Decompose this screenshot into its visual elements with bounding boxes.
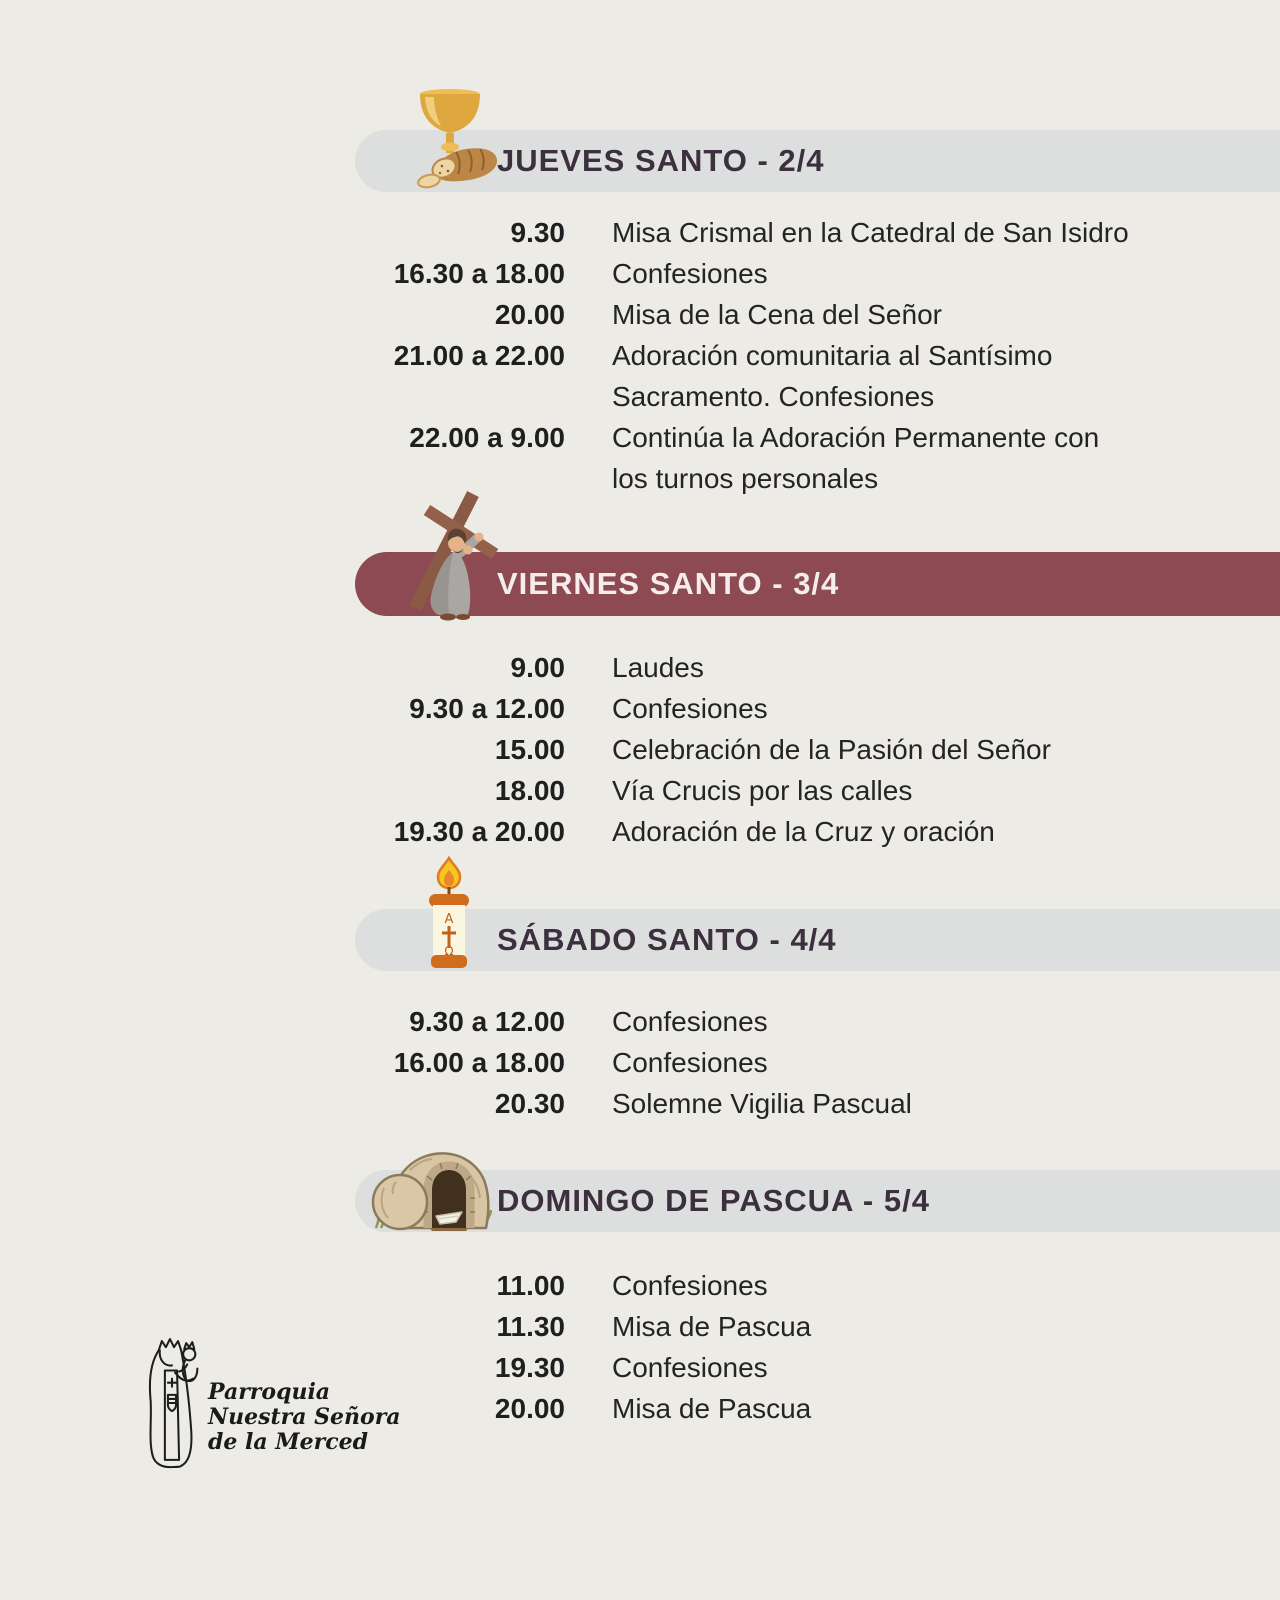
event-description: Confesiones bbox=[612, 1352, 768, 1383]
event-time: 16.00 a 18.00 bbox=[393, 1047, 565, 1078]
jesus-carrying-cross-icon bbox=[409, 491, 499, 621]
schedule-row: 11.30 Misa de Pascua bbox=[330, 1306, 1222, 1347]
parish-madonna-logo-icon bbox=[148, 1338, 199, 1469]
svg-text:A: A bbox=[445, 912, 454, 927]
event-description: Adoración de la Cruz y oración bbox=[612, 816, 995, 847]
event-time: 19.30 a 20.00 bbox=[393, 816, 565, 847]
event-time: 20.00 bbox=[494, 1393, 565, 1424]
event-description: Solemne Vigilia Pascual bbox=[612, 1088, 912, 1119]
section-title-jueves: JUEVES SANTO - 2/4 bbox=[497, 143, 825, 178]
schedule-row: 16.00 a 18.00 Confesiones bbox=[330, 1042, 1222, 1083]
event-description: Celebración de la Pasión del Señor bbox=[612, 734, 1051, 765]
event-time: 21.00 a 22.00 bbox=[393, 340, 565, 371]
event-time: 19.30 bbox=[494, 1352, 565, 1383]
schedule-row: 19.30 a 20.00 Adoración de la Cruz y ora… bbox=[330, 811, 1222, 852]
parish-name-line: de la Merced bbox=[208, 1429, 369, 1455]
schedule-row: 20.30 Solemne Vigilia Pascual bbox=[330, 1083, 1222, 1124]
event-description: Confesiones bbox=[612, 1006, 768, 1037]
banner-jueves-santo: JUEVES SANTO - 2/4 bbox=[355, 130, 1280, 192]
parish-name: Parroquia Nuestra Señora de la Merced bbox=[208, 1380, 401, 1455]
event-description: Confesiones bbox=[612, 1047, 768, 1078]
event-time: 16.30 a 18.00 bbox=[393, 258, 565, 289]
schedule-row: 15.00 Celebración de la Pasión del Señor bbox=[330, 729, 1222, 770]
schedule-row: 16.30 a 18.00 Confesiones bbox=[330, 253, 1222, 294]
schedule-jueves-santo: 9.30 Misa Crismal en la Catedral de San … bbox=[330, 212, 1222, 499]
event-time: 20.30 bbox=[494, 1088, 565, 1119]
parish-name-line: Nuestra Señora bbox=[208, 1404, 401, 1430]
event-time: 9.30 bbox=[510, 217, 566, 248]
chalice-bread-icon bbox=[417, 89, 498, 189]
event-description: Continúa la Adoración Permanente con los… bbox=[612, 422, 1100, 494]
schedule-row: 21.00 a 22.00 Adoración comunitaria al S… bbox=[330, 335, 1222, 417]
banner-sabado-santo: SÁBADO SANTO - 4/4 bbox=[355, 909, 1280, 971]
schedule-row: 20.00 Misa de la Cena del Señor bbox=[330, 294, 1222, 335]
event-time: 20.00 bbox=[494, 299, 565, 330]
schedule-sabado-santo: 9.30 a 12.00 Confesiones 16.00 a 18.00 C… bbox=[330, 1001, 1222, 1124]
parish-name-line: Parroquia bbox=[208, 1379, 331, 1405]
empty-tomb-icon bbox=[371, 1152, 492, 1231]
paschal-candle-icon: A Ω bbox=[429, 856, 469, 968]
schedule-row: 9.30 a 12.00 Confesiones bbox=[330, 688, 1222, 729]
event-description: Misa de la Cena del Señor bbox=[612, 299, 942, 330]
event-time: 9.30 a 12.00 bbox=[409, 1006, 565, 1037]
event-description: Confesiones bbox=[612, 258, 768, 289]
banner-viernes-santo: VIERNES SANTO - 3/4 bbox=[355, 552, 1280, 616]
event-description: Vía Crucis por las calles bbox=[612, 775, 913, 806]
schedule-row: 20.00 Misa de Pascua bbox=[330, 1388, 1222, 1429]
event-description: Misa de Pascua bbox=[612, 1393, 812, 1424]
event-time: 11.00 bbox=[496, 1270, 565, 1301]
event-description: Confesiones bbox=[612, 1270, 768, 1301]
event-description: Confesiones bbox=[612, 693, 768, 724]
event-time: 18.00 bbox=[494, 775, 565, 806]
schedule-row: 11.00 Confesiones bbox=[330, 1265, 1222, 1306]
schedule-row: 9.00 Laudes bbox=[330, 647, 1222, 688]
section-title-sabado: SÁBADO SANTO - 4/4 bbox=[497, 922, 837, 957]
schedule-row: 18.00 Vía Crucis por las calles bbox=[330, 770, 1222, 811]
schedule-row: 9.30 Misa Crismal en la Catedral de San … bbox=[330, 212, 1222, 253]
svg-text:Ω: Ω bbox=[444, 944, 453, 958]
section-title-domingo: DOMINGO DE PASCUA - 5/4 bbox=[497, 1183, 930, 1218]
schedule-viernes-santo: 9.00 Laudes 9.30 a 12.00 Confesiones 15.… bbox=[330, 647, 1222, 852]
schedule-row: 19.30 Confesiones bbox=[330, 1347, 1222, 1388]
banner-domingo-pascua: DOMINGO DE PASCUA - 5/4 bbox=[355, 1170, 1280, 1232]
event-time: 9.30 a 12.00 bbox=[409, 693, 565, 724]
event-description: Misa de Pascua bbox=[612, 1311, 812, 1342]
event-time: 11.30 bbox=[496, 1311, 565, 1342]
event-time: 22.00 a 9.00 bbox=[409, 422, 565, 453]
schedule-domingo-pascua: 11.00 Confesiones 11.30 Misa de Pascua 1… bbox=[330, 1265, 1222, 1429]
schedule-row: 22.00 a 9.00 Continúa la Adoración Perma… bbox=[330, 417, 1222, 499]
event-description: Laudes bbox=[612, 652, 704, 683]
event-time: 9.00 bbox=[510, 652, 566, 683]
event-time: 15.00 bbox=[494, 734, 565, 765]
section-title-viernes: VIERNES SANTO - 3/4 bbox=[497, 566, 840, 601]
schedule-row: 9.30 a 12.00 Confesiones bbox=[330, 1001, 1222, 1042]
event-description: Adoración comunitaria al Santísimo Sacra… bbox=[612, 340, 1053, 412]
event-description: Misa Crismal en la Catedral de San Isidr… bbox=[612, 217, 1129, 248]
